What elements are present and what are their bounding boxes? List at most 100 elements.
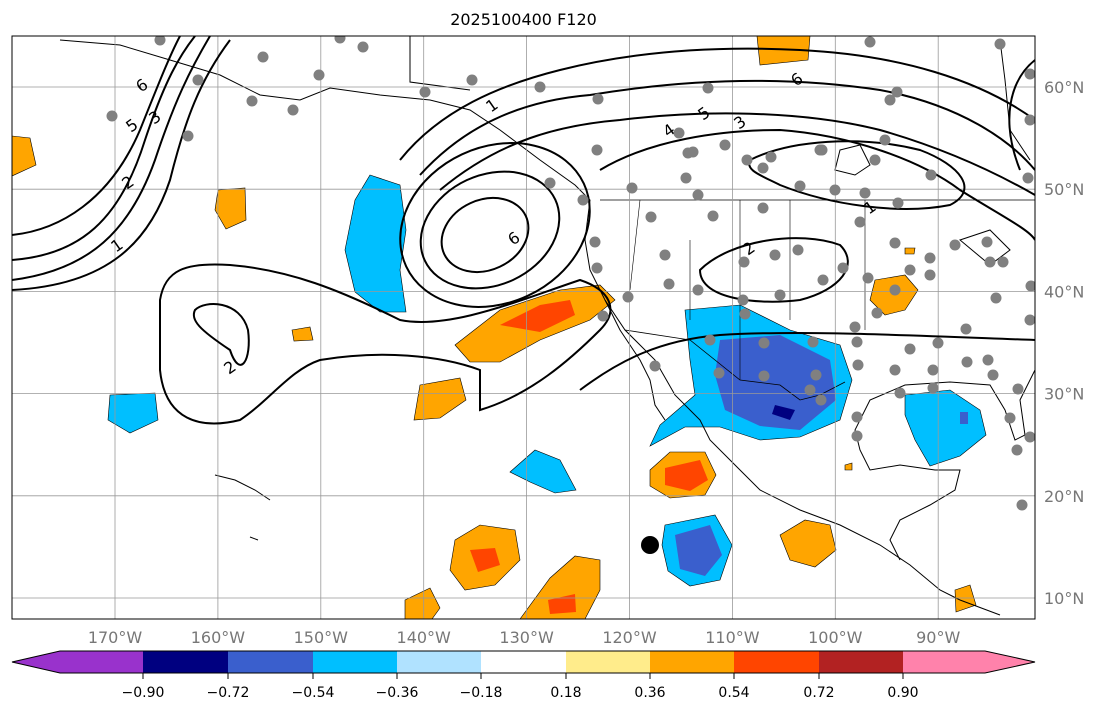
station-dot [1016,499,1028,511]
station-dot [987,369,999,381]
station-dot [1025,280,1035,292]
station-dot [851,336,863,348]
station-dot [757,202,769,214]
station-dot [704,334,716,346]
station-dot [949,239,961,251]
colorbar-tick-label: −0.90 [122,685,165,701]
station-dot [1024,431,1035,443]
contour-label: 3 [145,107,164,128]
station-dot [924,269,936,281]
station-dot [649,360,661,372]
station-dot [814,144,826,156]
station-dot [804,384,816,396]
station-dot [713,367,725,379]
station-dot [792,244,804,256]
station-dot [894,387,906,399]
station-dot [757,162,769,174]
lat-tick-label: 10°N [1044,589,1084,608]
station-dot [645,211,657,223]
station-dot [924,252,936,264]
colorbar-swatch [734,651,820,673]
station-dot [879,134,891,146]
colorbar-swatch [819,651,904,673]
colorbar: −0.90 −0.72 −0.54 −0.36 −0.18 0.18 0.36 0.54 0.7… [11,650,1036,701]
contour-label: 6 [132,75,151,96]
station-dot [982,354,994,366]
colorbar-tick-label: −0.36 [376,685,419,701]
colorbar-tick-label: −0.54 [292,685,335,701]
station-dot [889,237,901,249]
colorbar-extend-max [985,651,1035,673]
storm-center-marker [641,536,659,554]
map-title: 2025100400 F120 [450,10,597,29]
colorbar-swatch [903,651,986,673]
station-dot [741,154,753,166]
station-dot [765,151,777,163]
station-dot [419,86,431,98]
colorbar-swatch [650,651,735,673]
station-dot [984,256,996,268]
station-dot [851,411,863,423]
lon-tick-label: 120°W [602,628,657,647]
station-dot [904,343,916,355]
lat-tick-label: 20°N [1044,487,1084,506]
station-dot [869,154,881,166]
lon-tick-label: 150°W [294,628,349,647]
station-dot [904,264,916,276]
lat-tick-label: 30°N [1044,385,1084,404]
station-dot [852,359,864,371]
station-dot [758,337,770,349]
station-dot [925,169,937,181]
station-dot [154,36,166,46]
station-dot [884,94,896,106]
lon-tick-label: 140°W [397,628,452,647]
station-dot [981,236,993,248]
contour-label: 1 [482,95,501,116]
negative-anomaly-shading [107,174,987,587]
colorbar-tick-label: 0.36 [634,685,665,701]
station-dot [626,182,638,194]
station-dot [994,38,1006,50]
station-dot [854,216,866,228]
station-dot [1022,172,1034,184]
station-dot [961,356,973,368]
station-dot [889,284,901,296]
colorbar-tick-label: −0.18 [460,685,503,701]
colorbar-swatch [566,651,651,673]
station-dot [737,294,749,306]
station-dot [864,36,876,48]
station-dot [810,369,822,381]
lat-tick-label: 60°N [1044,78,1084,97]
extreme-negative-anomaly-shading [772,405,795,420]
station-dot [692,284,704,296]
station-dot [680,172,692,184]
lon-tick-label: 110°W [705,628,760,647]
station-dot [960,323,972,335]
colorbar-outline [11,650,1036,674]
station-dot [257,51,269,63]
station-dot [829,184,841,196]
station-dot [990,292,1002,304]
station-dot [589,236,601,248]
station-dot [1012,383,1024,395]
station-dot [622,291,634,303]
strong-positive-anomaly-shading [470,300,708,614]
station-dot [577,194,589,206]
contour-label: 2 [220,357,239,378]
station-dot [892,197,904,209]
strong-negative-anomaly-shading [675,335,968,576]
station-dot [246,95,258,107]
colorbar-swatch [313,651,398,673]
contour-label: 6 [504,228,523,249]
colorbar-tick-label: 0.54 [718,685,749,701]
map-frame [11,35,1036,620]
station-dot [313,69,325,81]
lon-tick-label: 100°W [808,628,863,647]
station-dot [334,36,346,44]
station-dot [687,146,699,158]
station-dot [927,364,939,376]
axis-ticks: 170°W 160°W 150°W 140°W 130°W 120°W 110°W 100°W… [88,78,1085,647]
station-dot [927,382,939,394]
station-dot [932,337,944,349]
